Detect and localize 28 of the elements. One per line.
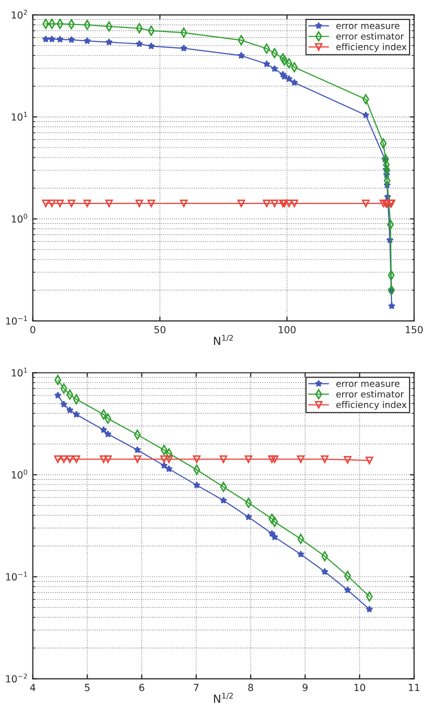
y-tick-label: 10$^{0}$: [12, 470, 28, 479]
legend-label: efficiency index: [336, 43, 407, 52]
x-tick-label: 50: [154, 326, 166, 334]
x-tick-label: 7: [194, 684, 198, 692]
y-tick-label: 10$^{−2}$: [6, 674, 27, 683]
x-axis-title: N$^{1/2}$: [214, 334, 233, 345]
x-tick-label: 11: [408, 684, 420, 692]
y-tick-label: 10$^{1}$: [12, 112, 27, 121]
x-axis-title: N$^{1/2}$: [214, 692, 233, 703]
x-tick-label: 10: [354, 684, 366, 692]
y-tick-label: 10$^{0}$: [12, 214, 28, 223]
x-tick-label: 0: [30, 326, 36, 334]
x-tick-label: 9: [302, 684, 308, 692]
x-tick-label: 100: [278, 326, 296, 334]
legend-label: error estimator: [336, 390, 404, 398]
x-tick-label: 5: [84, 684, 90, 692]
legend-label: error measure: [336, 24, 400, 30]
y-tick-label: 10$^{−1}$: [6, 316, 27, 325]
legend-label: error estimator: [336, 32, 404, 40]
y-tick-label: 10$^{2}$: [12, 10, 27, 19]
x-tick-label: 4: [30, 684, 36, 692]
x-tick-label: 8: [248, 684, 254, 692]
y-tick-label: 10$^{1}$: [12, 368, 27, 377]
legend-label: error measure: [336, 382, 400, 387]
y-tick-label: 10$^{−1}$: [6, 572, 27, 581]
legend-label: efficiency index: [336, 401, 407, 410]
x-tick-label: 150: [406, 326, 423, 334]
x-tick-label: 6: [139, 684, 144, 692]
